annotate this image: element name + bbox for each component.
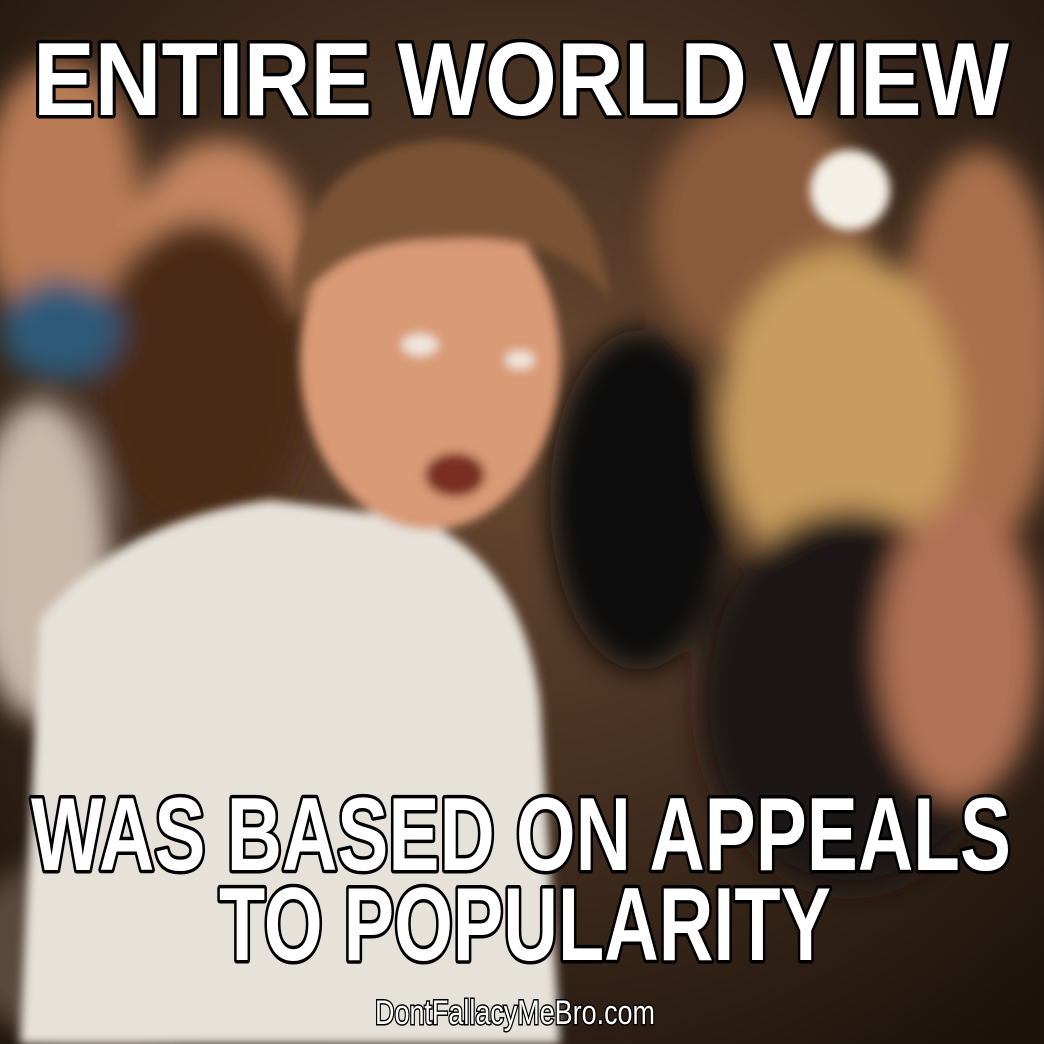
top-caption: ENTIRE WORLD VIEW [33, 22, 1010, 138]
bottom-caption-line: TO POPULARITY [219, 867, 831, 983]
bottom-caption-line: WAS BASED ON APPEALS [31, 777, 1011, 893]
watermark: DontFallacyMeBro.com [375, 994, 655, 1032]
